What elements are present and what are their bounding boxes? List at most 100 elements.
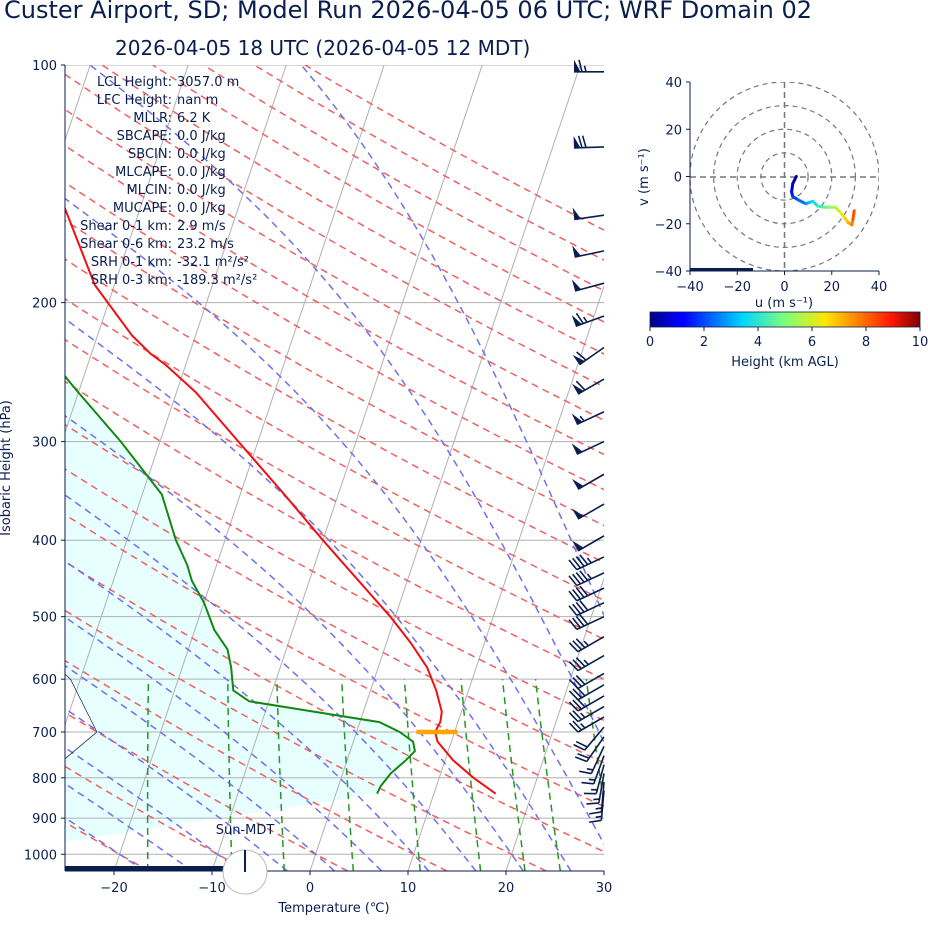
wind-barbs [568, 59, 605, 824]
stat-label: LCL Height: [97, 75, 172, 90]
x-tick-label: −20 [100, 881, 127, 896]
wind-barb [572, 535, 605, 552]
stat-value: 0.0 J/kg [177, 183, 226, 198]
stat-value: 0.0 J/kg [177, 129, 226, 144]
moist-adiabat-line [65, 560, 430, 871]
stat-label: SRH 0-1 km: [91, 255, 172, 270]
y-tick-label: 800 [32, 772, 57, 787]
hodograph-y-tick-label: 40 [665, 76, 682, 91]
sun-clock: Sun-MDT [216, 823, 275, 895]
colorbar-gradient [649, 311, 921, 328]
stat-label: Shear 0-1 km: [80, 219, 172, 234]
colorbar-tick-label: 0 [646, 335, 654, 350]
stat-value: 0.0 J/kg [177, 165, 226, 180]
wind-barb [568, 554, 605, 571]
dry-adiabat-line [65, 513, 604, 808]
moist-adiabat-line [65, 707, 288, 871]
moist-adiabat-line [65, 782, 193, 871]
mixing-ratio-line [585, 679, 604, 809]
stat-label: MLLR: [133, 111, 172, 126]
hodograph-x-tick-label: 20 [823, 280, 840, 295]
dry-adiabat-line [65, 380, 604, 681]
moist-adiabat-line [65, 664, 335, 871]
x-axis-label: Temperature (℃) [277, 901, 389, 916]
dry-adiabat-line [65, 560, 604, 853]
moist-adiabat-line [89, 65, 604, 744]
dry-adiabat-line [65, 181, 604, 491]
stat-label: MLCAPE: [115, 165, 172, 180]
x-tick-label: 30 [596, 881, 613, 896]
isotherm-line [65, 65, 189, 435]
wind-barb [573, 135, 605, 149]
wind-barb [572, 346, 605, 366]
wind-barb [572, 378, 605, 395]
dry-adiabat-line [65, 219, 604, 527]
wind-barb [568, 600, 605, 617]
sun-clock-label: Sun-MDT [216, 823, 275, 838]
wind-barb [572, 245, 605, 258]
temperature-line [65, 205, 497, 795]
mixing-ratio-line [276, 679, 285, 871]
dry-adiabat-line [65, 711, 348, 871]
wind-barb [568, 705, 605, 723]
dry-adiabat-line [65, 73, 604, 388]
stat-label: LFC Height: [97, 93, 172, 108]
x-tick-label: 20 [498, 881, 515, 896]
hodograph-y-tick-label: −20 [655, 218, 682, 233]
wind-barb [571, 440, 605, 455]
hodograph-x-tick-label: −40 [676, 280, 703, 295]
hodograph-x-label: u (m s⁻¹) [755, 296, 813, 311]
mixing-ratio-line [146, 679, 150, 871]
y-tick-label: 900 [32, 812, 57, 827]
y-tick-label: 400 [32, 534, 57, 549]
y-tick-label: 700 [32, 726, 57, 741]
dry-adiabat-line [65, 423, 604, 722]
wind-barb [568, 635, 605, 653]
wind-barb [571, 279, 605, 292]
stats-panel: LCL Height: 3057.0 m LFC Height: nan m MLLR:… [80, 75, 257, 288]
wind-barb [571, 411, 605, 426]
y-tick-label: 600 [32, 673, 57, 688]
wind-barb [583, 764, 605, 795]
moist-adiabat-line [65, 197, 604, 846]
hodograph-y-label: v (m s⁻¹) [637, 148, 652, 206]
hodograph-x-tick-label: 40 [871, 280, 888, 295]
hodograph-trace [790, 175, 856, 227]
stat-value: 0.0 J/kg [177, 147, 226, 162]
wind-barb [574, 59, 604, 73]
x-tick-label: −10 [198, 881, 225, 896]
y-tick-label: 500 [32, 611, 57, 626]
wind-barb [573, 726, 605, 751]
colorbar-tick-label: 8 [862, 335, 870, 350]
isotherm-line [702, 65, 928, 871]
stat-label: SRH 0-3 km: [91, 273, 172, 288]
wind-barb [568, 570, 605, 587]
colorbar-tick-label: 6 [808, 335, 816, 350]
y-tick-label: 300 [32, 436, 57, 451]
stat-value: 2.9 m/s [177, 219, 226, 234]
moist-adiabat-line [65, 494, 477, 871]
bottom-bar [65, 866, 225, 871]
x-tick-label: 0 [306, 881, 314, 896]
stat-label: SBCAPE: [117, 129, 172, 144]
stat-value: -32.1 m²/s² [177, 255, 249, 270]
stat-label: MUCAPE: [113, 201, 172, 216]
x-tick-label: 10 [400, 881, 417, 896]
mixing-ratio-line [625, 679, 656, 871]
stat-value: 6.2 K [177, 111, 211, 126]
chart-subtitle: 2026-04-05 18 UTC (2026-04-05 12 MDT) [115, 36, 531, 60]
dry-adiabat-line [203, 65, 604, 292]
colorbar-tick-label: 4 [754, 335, 762, 350]
hodograph-x-tick-label: −20 [724, 280, 751, 295]
wind-barb [572, 207, 605, 221]
stat-label: SBCIN: [128, 147, 172, 162]
mixing-ratio-line [403, 679, 421, 871]
wind-barb [571, 312, 605, 328]
hodograph-y-tick-label: −40 [655, 265, 682, 280]
wind-barb [568, 654, 605, 672]
y-tick-label: 1000 [24, 848, 57, 863]
mixing-ratio-line [226, 679, 233, 871]
colorbar-tick-label: 2 [700, 335, 708, 350]
